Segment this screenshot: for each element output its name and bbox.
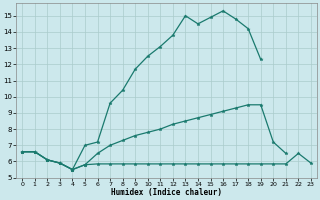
X-axis label: Humidex (Indice chaleur): Humidex (Indice chaleur) [111,188,222,197]
